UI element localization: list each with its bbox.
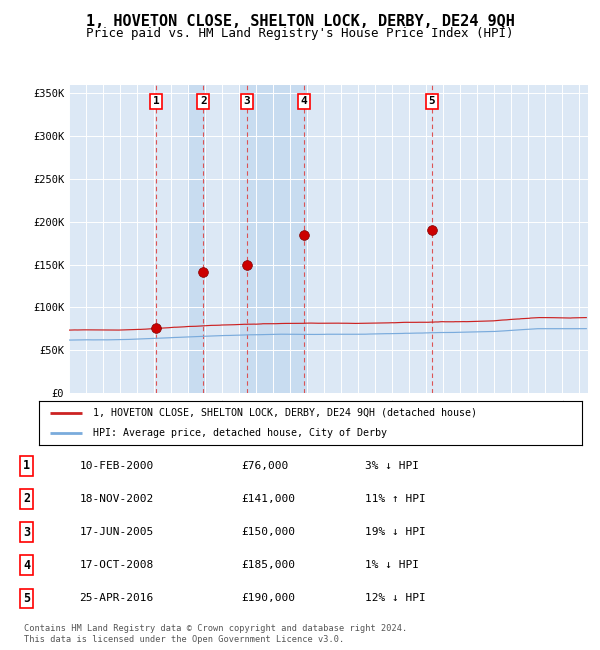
Text: £76,000: £76,000 (241, 461, 289, 471)
Text: 1: 1 (23, 460, 30, 473)
Text: 18-NOV-2002: 18-NOV-2002 (79, 494, 154, 504)
Text: £150,000: £150,000 (241, 527, 295, 537)
Text: £190,000: £190,000 (241, 593, 295, 603)
Bar (188, 84, 205, 393)
Text: 12% ↓ HPI: 12% ↓ HPI (365, 593, 425, 603)
Text: 1% ↓ HPI: 1% ↓ HPI (365, 560, 419, 570)
Text: 2: 2 (200, 96, 206, 107)
Text: 5: 5 (23, 592, 30, 605)
Text: 19% ↓ HPI: 19% ↓ HPI (365, 527, 425, 537)
Text: 3% ↓ HPI: 3% ↓ HPI (365, 461, 419, 471)
Text: 25-APR-2016: 25-APR-2016 (79, 593, 154, 603)
Text: Price paid vs. HM Land Registry's House Price Index (HPI): Price paid vs. HM Land Registry's House … (86, 27, 514, 40)
Text: 10-FEB-2000: 10-FEB-2000 (79, 461, 154, 471)
Text: 3: 3 (23, 526, 30, 539)
Text: 1, HOVETON CLOSE, SHELTON LOCK, DERBY, DE24 9QH (detached house): 1, HOVETON CLOSE, SHELTON LOCK, DERBY, D… (94, 408, 478, 417)
Text: Contains HM Land Registry data © Crown copyright and database right 2024.
This d: Contains HM Land Registry data © Crown c… (24, 624, 407, 644)
Text: 2: 2 (23, 493, 30, 506)
Text: 1, HOVETON CLOSE, SHELTON LOCK, DERBY, DE24 9QH: 1, HOVETON CLOSE, SHELTON LOCK, DERBY, D… (86, 14, 514, 29)
Text: HPI: Average price, detached house, City of Derby: HPI: Average price, detached house, City… (94, 428, 388, 438)
Text: 1: 1 (152, 96, 160, 107)
Text: 11% ↑ HPI: 11% ↑ HPI (365, 494, 425, 504)
Text: 17-OCT-2008: 17-OCT-2008 (79, 560, 154, 570)
Text: 4: 4 (300, 96, 307, 107)
Text: 3: 3 (244, 96, 250, 107)
Text: 4: 4 (23, 559, 30, 572)
Text: 5: 5 (428, 96, 435, 107)
Text: £141,000: £141,000 (241, 494, 295, 504)
Text: 17-JUN-2005: 17-JUN-2005 (79, 527, 154, 537)
Bar (239, 84, 307, 393)
Text: £185,000: £185,000 (241, 560, 295, 570)
